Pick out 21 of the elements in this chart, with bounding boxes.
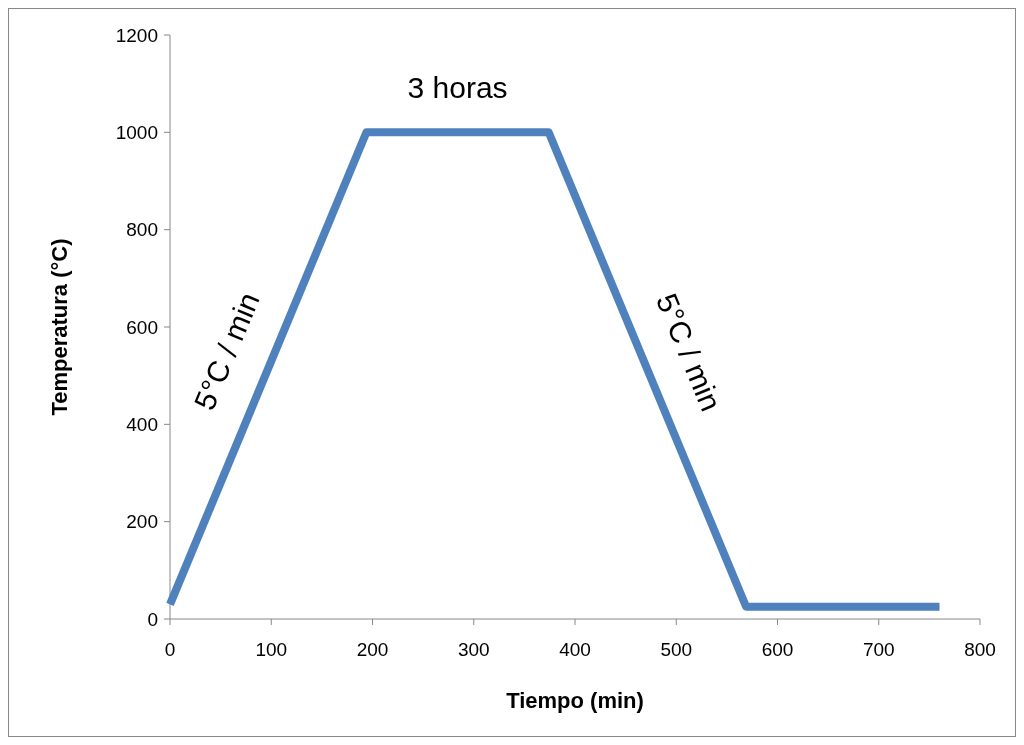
x-tick-label: 400 — [559, 639, 591, 660]
annotation: 3 horas — [407, 70, 508, 104]
y-tick-label: 600 — [126, 316, 158, 338]
x-axis-title: Tiempo (min) — [506, 688, 644, 713]
y-tick-label: 0 — [147, 608, 158, 630]
y-tick-label: 400 — [126, 413, 158, 435]
x-tick-label: 500 — [660, 639, 693, 660]
x-tick-label: 700 — [862, 639, 895, 660]
y-tick-label: 1000 — [115, 121, 158, 143]
x-tick-label: 600 — [761, 639, 794, 660]
annotation: 5°C / min — [187, 287, 266, 415]
y-tick-label: 1200 — [115, 24, 158, 46]
y-axis-title: Temperatura (°C) — [47, 238, 72, 416]
y-tick-label: 800 — [126, 219, 158, 241]
x-tick-label: 800 — [964, 639, 996, 660]
x-tick-label: 0 — [164, 639, 176, 660]
x-tick-label: 200 — [356, 639, 389, 660]
y-tick-label: 200 — [126, 511, 158, 533]
x-tick-label: 100 — [255, 639, 288, 660]
annotation: 5°C / min — [649, 288, 728, 416]
x-tick-label: 300 — [457, 639, 490, 660]
